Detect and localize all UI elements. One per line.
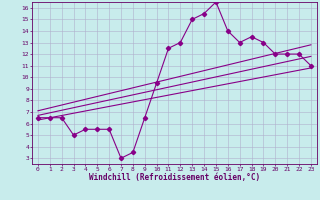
- X-axis label: Windchill (Refroidissement éolien,°C): Windchill (Refroidissement éolien,°C): [89, 173, 260, 182]
